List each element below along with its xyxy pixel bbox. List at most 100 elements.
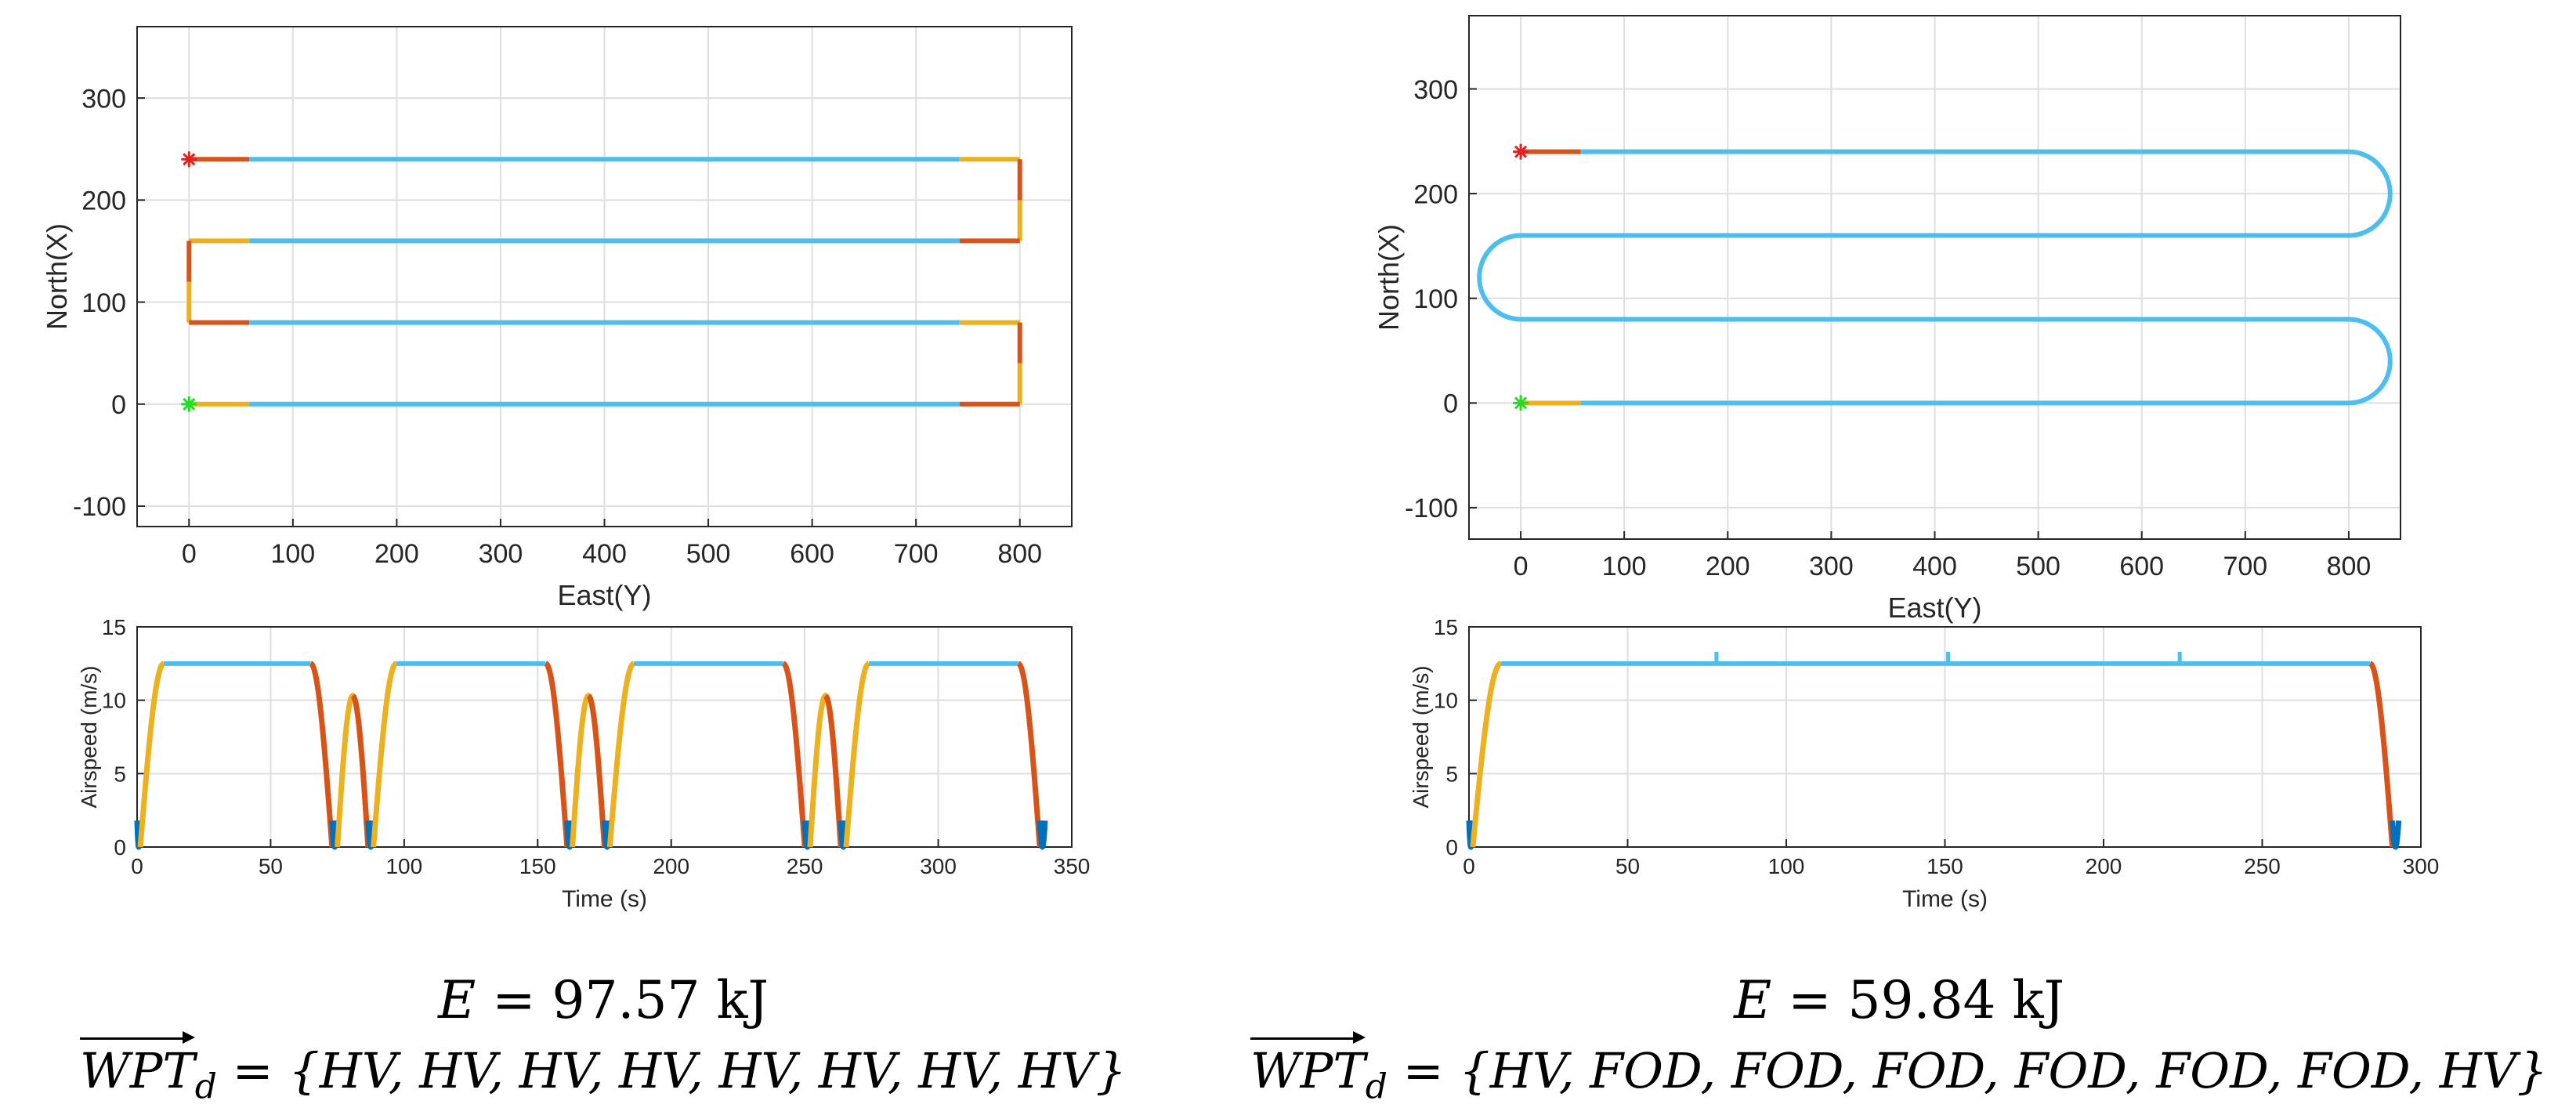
left-airspeed-xtick-label-4: 200 <box>653 854 689 878</box>
right-trajectory-xtick-label-7: 700 <box>2223 552 2267 581</box>
left-airspeed-ytick-label-0: 0 <box>114 835 126 860</box>
right-airspeed-xlabel: Time (s) <box>1902 886 1988 912</box>
left-airspeed-airspeed-segment-9 <box>543 661 570 848</box>
left-airspeed-ytick-label-2: 10 <box>102 689 126 713</box>
right-trajectory-ylabel: North(X) <box>1373 224 1405 331</box>
left-airspeed-xtick-label-1: 50 <box>259 854 283 878</box>
left-airspeed-ytick-label-3: 15 <box>102 615 126 639</box>
right-trajectory-xtick-label-5: 500 <box>2016 552 2060 581</box>
left-trajectory-xtick-label-5: 500 <box>686 539 731 569</box>
right-trajectory-start-marker <box>1513 395 1529 411</box>
right-airspeed-axes: 0 50 100 150 200 250 300 0 5 10 15 Time (s) Airspeed… <box>1409 615 2439 912</box>
left-trajectory-start-marker <box>181 396 197 412</box>
left-trajectory-xtick-label-4: 400 <box>582 539 627 569</box>
left-airspeed-xtick-label-2: 100 <box>385 854 422 878</box>
right-airspeed-xtick-label-1: 50 <box>1615 854 1640 878</box>
left-trajectory-end-marker <box>181 151 197 168</box>
right-trajectory-xtick-label-3: 300 <box>1809 552 1854 581</box>
left-airspeed-xtick-label-0: 0 <box>131 854 143 878</box>
right-wpt-subscript: d <box>1365 1066 1387 1107</box>
right-trajectory-ytick-label-2: 100 <box>1413 284 1458 314</box>
left-airspeed-airspeed-segment-17-decel <box>823 693 844 848</box>
left-trajectory-xtick-label-8: 800 <box>997 539 1042 569</box>
right-trajectory-xlabel: East(Y) <box>1887 592 1981 624</box>
right-airspeed-ylabel: Airspeed (m/s) <box>1409 665 1433 808</box>
left-airspeed-airspeed-segment-13 <box>606 661 636 848</box>
left-airspeed-xtick-label-5: 250 <box>787 854 823 878</box>
right-airspeed-xtick-label-5: 250 <box>2244 854 2281 878</box>
left-airspeed-airspeed-segment-15 <box>781 661 808 848</box>
left-wpt-symbol: WPT <box>79 1031 195 1099</box>
left-airspeed-airspeed-segment-3 <box>308 661 335 848</box>
left-trajectory-xtick-label-2: 200 <box>374 539 419 569</box>
right-trajectory-ytick-label-4: 300 <box>1413 75 1458 105</box>
left-energy-caption: E = 97.57 kJ <box>0 970 1207 1030</box>
right-airspeed-xtick-label-0: 0 <box>1463 854 1475 878</box>
right-trajectory-axes: 0 100 200 300 400 500 600 700 800 -100 0 100 200 300 E… <box>1373 15 2401 624</box>
left-trajectory-ytick-label-2: 100 <box>81 288 126 318</box>
right-trajectory-end-marker-stroke-3 <box>1514 145 1528 158</box>
right-trajectory-ytick-label-3: 200 <box>1413 179 1458 209</box>
right-trajectory-end-marker <box>1513 143 1529 160</box>
right-airspeed-ytick-label-2: 10 <box>1434 689 1458 713</box>
right-trajectory-ytick-label-0: -100 <box>1405 494 1458 523</box>
right-trajectory-xtick-label-1: 100 <box>1602 552 1647 581</box>
right-airspeed-xtick-label-3: 150 <box>1927 854 1963 878</box>
right-airspeed-ytick-label-1: 5 <box>1445 762 1458 786</box>
left-trajectory-xlabel: East(Y) <box>557 579 651 611</box>
right-trajectory-ytick-label-1: 0 <box>1443 389 1458 419</box>
right-wpt-set: = {HV, FOD, FOD, FOD, FOD, FOD, FOD, HV} <box>1402 1042 2549 1099</box>
left-airspeed-airspeed-segment-21 <box>1016 661 1043 848</box>
left-airspeed-axes: 0 50 100 150 200 250 300 350 0 5 10 15 Time (s) Airsp… <box>77 615 1090 912</box>
left-energy-value: = 97.57 kJ <box>492 970 769 1030</box>
right-trajectory-xtick-label-0: 0 <box>1514 552 1529 581</box>
right-airspeed-xtick-label-6: 300 <box>2403 854 2440 878</box>
left-trajectory-xtick-label-7: 700 <box>894 539 939 569</box>
right-trajectory-xtick-label-4: 400 <box>1912 552 1957 581</box>
left-airspeed-xtick-label-7: 350 <box>1054 854 1091 878</box>
left-airspeed-xtick-label-6: 300 <box>920 854 957 878</box>
left-trajectory-ytick-label-0: -100 <box>73 492 126 522</box>
left-trajectory-axes: 0 100 200 300 400 500 600 700 800 -100 0 100 200 300 E… <box>41 26 1073 611</box>
right-airspeed-airspeed-segment-3 <box>2368 661 2396 848</box>
right-airspeed-airspeed-segment-4 <box>2390 820 2402 850</box>
right-trajectory-xtick-label-8: 800 <box>2327 552 2372 581</box>
left-trajectory-start-marker-stroke-3 <box>183 397 196 411</box>
left-airspeed-airspeed-segment-7 <box>371 661 399 848</box>
right-trajectory-xtick-label-6: 600 <box>2119 552 2164 581</box>
left-trajectory-xtick-label-1: 100 <box>270 539 315 569</box>
left-airspeed-airspeed-segment-11-decel <box>586 693 607 848</box>
left-trajectory-end-marker-stroke-3 <box>183 153 196 166</box>
left-airspeed-xlabel: Time (s) <box>562 886 647 912</box>
right-energy-value: = 59.84 kJ <box>1788 970 2064 1030</box>
left-airspeed-xtick-label-3: 150 <box>519 854 556 878</box>
left-wpt-set: = {HV, HV, HV, HV, HV, HV, HV, HV} <box>232 1042 1127 1099</box>
right-energy-symbol: E <box>1734 970 1772 1030</box>
left-airspeed-ytick-label-1: 5 <box>114 762 126 786</box>
left-wpt-subscript: d <box>194 1066 217 1107</box>
left-trajectory-xtick-label-6: 600 <box>790 539 834 569</box>
left-energy-symbol: E <box>438 970 476 1030</box>
right-airspeed-ytick-label-0: 0 <box>1445 835 1458 860</box>
left-airspeed-airspeed-segment-22 <box>1037 820 1048 850</box>
right-airspeed-airspeed-segment-1 <box>1470 661 1503 848</box>
right-energy-caption: E = 59.84 kJ <box>1222 970 2576 1030</box>
left-trajectory-xtick-label-3: 300 <box>479 539 523 569</box>
right-trajectory-xtick-label-2: 200 <box>1706 552 1750 581</box>
left-airspeed-ylabel: Airspeed (m/s) <box>77 665 101 808</box>
left-waypoint-caption: WPTd = {HV, HV, HV, HV, HV, HV, HV, HV} <box>0 1031 1207 1107</box>
left-trajectory-ytick-label-1: 0 <box>111 390 126 420</box>
left-airspeed-airspeed-segment-1 <box>137 661 166 848</box>
right-wpt-symbol: WPT <box>1250 1031 1366 1099</box>
left-trajectory-ytick-label-4: 300 <box>81 84 126 114</box>
left-trajectory-xtick-label-0: 0 <box>182 539 197 569</box>
left-airspeed-airspeed-segment-5-decel <box>351 693 371 848</box>
right-airspeed-xtick-label-4: 200 <box>2086 854 2122 878</box>
right-trajectory-cruise-path <box>1477 149 2393 406</box>
left-trajectory-ytick-label-3: 200 <box>81 186 126 216</box>
left-trajectory-ylabel: North(X) <box>41 223 73 330</box>
left-airspeed-airspeed-segment-19 <box>843 661 871 848</box>
right-trajectory-start-marker-stroke-3 <box>1514 396 1528 410</box>
right-waypoint-caption: WPTd = {HV, FOD, FOD, FOD, FOD, FOD, FOD… <box>1222 1031 2576 1107</box>
